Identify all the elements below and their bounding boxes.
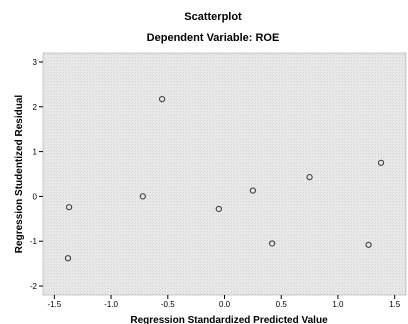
data-point: [159, 96, 166, 103]
chart-title: Scatterplot: [184, 11, 242, 23]
x-tick-label: 1.5: [389, 300, 401, 309]
x-tick-label: -0.5: [161, 300, 175, 309]
data-points: [64, 96, 385, 262]
y-axis: -2 -1 0 1 2 3: [30, 58, 43, 291]
data-point: [249, 187, 256, 194]
x-tick-label: 1.0: [332, 300, 344, 309]
chart-subtitle: Dependent Variable: ROE: [147, 32, 280, 44]
x-tick-label: -1.5: [47, 300, 61, 309]
plot-area: [42, 52, 407, 296]
y-tick-label: 3: [33, 58, 38, 67]
x-axis: -1.5 -1.0 -0.5 0.0 0.5 1.0 1.5: [47, 295, 401, 309]
data-point: [64, 255, 72, 262]
data-point: [215, 205, 222, 213]
data-point: [269, 240, 276, 247]
y-tick-label: 1: [33, 148, 38, 157]
data-point: [306, 174, 313, 181]
x-tick-label: 0.0: [219, 300, 231, 309]
x-tick-label: -1.0: [104, 300, 118, 309]
data-point: [139, 193, 146, 200]
data-point: [365, 241, 372, 248]
y-tick-label: 2: [33, 103, 38, 112]
y-tick-label: -2: [30, 282, 38, 291]
y-tick-label: 0: [33, 192, 38, 201]
x-axis-label: Regression Standardized Predicted Value: [130, 315, 328, 324]
x-tick-label: 0.5: [276, 300, 288, 309]
data-point: [65, 204, 73, 211]
y-axis-label: Regression Studentized Residual: [14, 95, 25, 254]
y-tick-label: -1: [30, 237, 38, 246]
data-point: [377, 159, 385, 166]
